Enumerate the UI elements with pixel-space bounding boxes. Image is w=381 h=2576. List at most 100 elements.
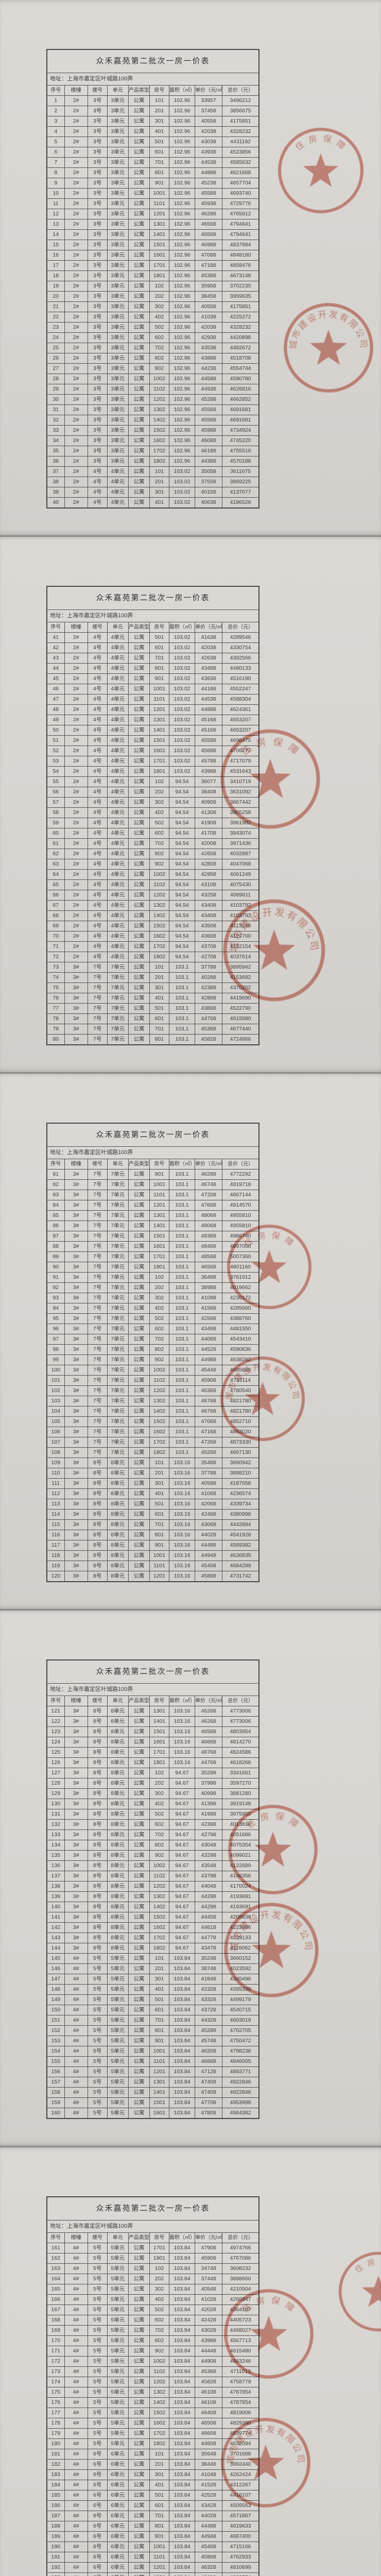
table-cell: 1701	[149, 1251, 169, 1262]
table-cell: 公寓	[128, 2469, 150, 2480]
table-cell: 2#	[64, 95, 88, 106]
table-cell: 38408	[195, 787, 223, 798]
table-row: 123 3# 8号 8单元 公寓 1501 103.16 46568 4803954	[46, 1726, 259, 1737]
table-cell: 2#	[64, 477, 88, 487]
table-cell: 5号	[87, 2005, 108, 2015]
table-cell: 4#	[64, 2449, 88, 2460]
table-cell: 1701	[149, 756, 169, 767]
table-cell: 4单元	[107, 725, 129, 736]
table-row: 167 4# 5号 5单元 公寓 502 103.84 42028 4364187	[46, 2304, 259, 2315]
table-cell: 93	[46, 1293, 65, 1303]
table-cell: 公寓	[128, 1933, 150, 1943]
table-cell: 4号	[87, 694, 108, 705]
table-cell: 102.96	[168, 384, 196, 395]
table-cell: 44298	[195, 1891, 223, 1902]
table-cell: 85	[46, 1210, 65, 1221]
table-cell: 3410719	[222, 776, 259, 787]
table-cell: 公寓	[128, 137, 150, 147]
table-cell: 4单元	[107, 900, 129, 911]
table-cell: 4103792	[222, 900, 259, 911]
table-cell: 101	[149, 2449, 169, 2460]
table-cell: 4061249	[222, 869, 259, 880]
table-cell: 4#	[64, 2274, 88, 2284]
table-cell: 3#	[64, 1768, 88, 1778]
table-cell: 44778	[195, 1933, 223, 1943]
table-cell: 8号	[87, 1891, 108, 1902]
col-total-price: 总价（元）	[222, 2232, 259, 2243]
table-row: 66 2# 4号 4单元 公寓 1202 94.54 43258 4089611	[46, 890, 259, 901]
price-sheet: 众禾嘉苑第二批次一房一价表 地址：上海市嘉定区叶城路100弄 序号 楼幢 楼号 …	[46, 2196, 259, 2576]
table-cell: 公寓	[128, 301, 150, 312]
table-cell: 103.1	[168, 1251, 196, 1262]
table-cell: 1801	[149, 270, 169, 281]
table-cell: 3#	[64, 1726, 88, 1737]
table-cell: 7号	[87, 1427, 108, 1437]
table-cell: 3#	[64, 1251, 88, 1262]
table-cell: 4193691	[222, 1891, 259, 1902]
table-cell: 45408	[195, 1561, 223, 1571]
table-cell: 4号	[87, 797, 108, 808]
table-cell: 103.16	[168, 1530, 196, 1540]
table-cell: 4单元	[107, 487, 129, 498]
table-cell: 8号	[87, 1747, 108, 1758]
table-cell: 公寓	[128, 487, 150, 498]
table-cell: 103.84	[168, 2469, 196, 2480]
table-cell: 公寓	[128, 1747, 150, 1758]
table-cell: 80	[46, 1034, 65, 1045]
table-row: 30 2# 3号 3单元 公寓 1202 102.96 45288 4662852	[46, 394, 259, 405]
table-cell: 103.84	[168, 2087, 196, 2098]
table-cell: 122	[46, 1716, 65, 1727]
table-row: 80 3# 7号 7单元 公寓 801 103.1 45828 4724866	[46, 1034, 259, 1045]
table-cell: 公寓	[128, 312, 150, 323]
table-cell: 4330754	[222, 642, 259, 653]
table-cell: 602	[149, 2315, 169, 2326]
table-cell: 公寓	[128, 497, 150, 509]
table-cell: 1702	[149, 941, 169, 952]
table-row: 90 3# 7号 7单元 公寓 1801 103.1 46568 4801160	[46, 1262, 259, 1273]
price-sheet: 众禾嘉苑第二批次一房一价表 地址：上海市嘉定区叶城路100弄 序号 楼幢 楼号 …	[46, 586, 259, 1045]
table-cell: 公寓	[128, 890, 150, 901]
column-header-row: 序号 楼幢 楼号 单元 产品类型 房号 面积（㎡） 单价（元/㎡） 总价（元）	[46, 85, 259, 96]
table-cell: 1601	[149, 1241, 169, 1252]
table-cell: 1102	[149, 384, 169, 395]
table-cell: 8号	[87, 1840, 108, 1851]
col-total-price: 总价（元）	[222, 622, 259, 633]
table-cell: 78	[46, 1013, 65, 1024]
table-cell: 公寓	[128, 322, 150, 333]
table-cell: 4037614	[222, 952, 259, 962]
table-cell: 4554744	[222, 363, 259, 374]
table-cell: 46368	[195, 1385, 223, 1396]
table-cell: 103.1	[168, 982, 196, 993]
table-cell: 1202	[149, 1881, 169, 1892]
table-cell: 1502	[149, 2408, 169, 2418]
table-row: 63 2# 4号 4单元 公寓 902 94.54 42808 4047068	[46, 859, 259, 870]
table-cell: 103.84	[168, 2284, 196, 2295]
table-row: 186 4# 6号 6单元 公寓 601 103.84 43428 4509563	[46, 2500, 259, 2511]
table-cell: 43298	[195, 1850, 223, 1861]
table-cell: 5单元	[107, 2315, 129, 2326]
table-cell: 3888600	[222, 2274, 259, 2284]
table-cell: 69	[46, 921, 65, 931]
table-cell: 3#	[64, 1550, 88, 1561]
table-cell: 5单元	[107, 2243, 129, 2253]
table-cell: 公寓	[128, 2562, 150, 2573]
table-cell: 102.96	[168, 281, 196, 292]
table-cell: 8单元	[107, 1829, 129, 1840]
table-cell: 901	[149, 178, 169, 189]
table-cell: 47128	[195, 2066, 223, 2077]
table-row: 1 2# 3号 3单元 公寓 101 102.96 33957 3496212	[46, 95, 259, 106]
page-title: 众禾嘉苑第二批次一房一价表	[46, 1659, 259, 1684]
table-row: 49 2# 4号 4单元 公寓 1301 103.02 45168 4653207	[46, 715, 259, 725]
table-cell: 103.84	[168, 1953, 196, 1964]
table-cell: 8单元	[107, 1809, 129, 1820]
table-cell: 103.84	[168, 2418, 196, 2429]
table-cell: 4099021	[222, 1850, 259, 1861]
table-cell: 3号	[87, 404, 108, 415]
table-cell: 6号	[87, 2531, 108, 2542]
table-cell: 3597270	[222, 1778, 259, 1789]
table-cell: 3#	[64, 1509, 88, 1520]
table-cell: 4787854	[222, 2397, 259, 2408]
table-cell: 4395339	[222, 1984, 259, 1995]
table-cell: 4186526	[222, 497, 259, 509]
table-cell: 801	[149, 1034, 169, 1045]
